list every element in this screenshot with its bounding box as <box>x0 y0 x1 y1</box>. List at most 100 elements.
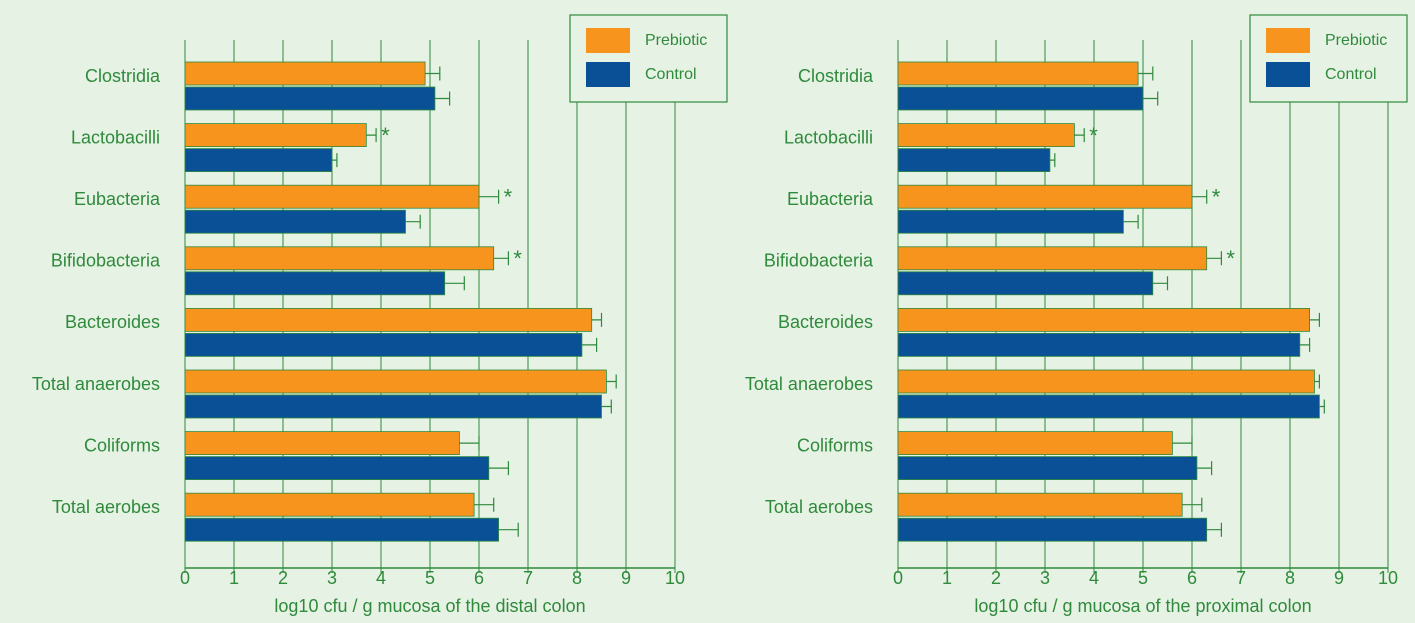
error-bar <box>1182 497 1203 512</box>
bar <box>897 184 1193 209</box>
error-bar <box>1074 128 1085 143</box>
bar <box>897 61 1139 86</box>
legend: Prebiotic Control <box>1249 14 1408 103</box>
x-tick-label: 0 <box>893 568 903 588</box>
error-bar <box>1206 251 1222 266</box>
significance-marker: * <box>513 246 522 271</box>
y-tick-label: Bifidobacteria <box>51 251 161 271</box>
x-tick-label: 5 <box>425 568 435 588</box>
bar <box>184 209 406 234</box>
bar <box>897 332 1301 357</box>
bar <box>897 307 1311 332</box>
legend-label: Control <box>1325 66 1377 83</box>
y-tick-label: Bacteroides <box>778 312 873 332</box>
x-tick-label: 10 <box>665 568 685 588</box>
y-tick-label: Lactobacilli <box>71 127 160 147</box>
error-bar <box>1299 337 1311 352</box>
error-bar <box>488 461 509 476</box>
bar <box>184 86 436 111</box>
significance-marker: * <box>504 185 513 210</box>
bar <box>897 517 1208 542</box>
error-bar <box>1143 91 1159 106</box>
legend-swatch <box>586 28 630 53</box>
error-bar <box>591 312 603 327</box>
x-tick-label: 9 <box>621 568 631 588</box>
error-bar <box>366 128 377 143</box>
bar <box>184 332 583 357</box>
x-tick-label: 8 <box>1285 568 1295 588</box>
x-tick-label: 10 <box>1378 568 1398 588</box>
significance-marker: * <box>1212 185 1221 210</box>
error-bar <box>444 276 465 291</box>
legend: Prebiotic Control <box>569 14 728 103</box>
error-bar <box>425 66 441 81</box>
bar <box>184 148 333 173</box>
legend-swatch <box>586 62 630 87</box>
x-tick-label: 1 <box>942 568 952 588</box>
bar <box>897 209 1124 234</box>
y-tick-label: Coliforms <box>797 435 873 455</box>
x-tick-label: 4 <box>1089 568 1099 588</box>
x-tick-label: 3 <box>1040 568 1050 588</box>
bar <box>897 394 1320 419</box>
error-bar <box>1314 374 1320 389</box>
x-tick-label: 1 <box>229 568 239 588</box>
legend-label: Prebiotic <box>1325 32 1387 49</box>
bar <box>184 456 490 481</box>
x-tick-label: 9 <box>1334 568 1344 588</box>
error-bar <box>1192 189 1208 204</box>
legend-label: Control <box>645 66 697 83</box>
y-tick-label: Coliforms <box>84 435 160 455</box>
legend-label: Prebiotic <box>645 32 707 49</box>
significance-marker: * <box>1226 246 1235 271</box>
significance-marker: * <box>381 123 390 148</box>
error-bar <box>434 91 451 106</box>
error-bar <box>1138 66 1154 81</box>
error-bar <box>1123 214 1139 229</box>
y-tick-label: Total anaerobes <box>745 374 873 394</box>
x-tick-label: 6 <box>1187 568 1197 588</box>
error-bar <box>606 374 617 389</box>
bar <box>897 271 1154 296</box>
bar <box>184 307 593 332</box>
bar <box>184 394 602 419</box>
bar <box>897 456 1198 481</box>
bar <box>897 86 1144 111</box>
x-tick-label: 5 <box>1138 568 1148 588</box>
x-tick-label: 8 <box>572 568 582 588</box>
error-bar <box>1319 399 1325 414</box>
x-tick-label: 6 <box>474 568 484 588</box>
error-bar <box>581 337 598 352</box>
bar <box>184 246 495 271</box>
bar <box>184 431 460 456</box>
bar <box>184 517 500 542</box>
x-axis-label: log10 cfu / g mucosa of the distal colon <box>274 596 585 616</box>
bar <box>897 123 1075 147</box>
bar <box>184 61 426 86</box>
significance-marker: * <box>1089 123 1098 148</box>
error-bar <box>479 189 500 204</box>
y-tick-label: Total aerobes <box>765 497 873 517</box>
error-bar <box>1309 312 1320 327</box>
bar <box>184 369 607 394</box>
bar <box>184 271 446 296</box>
y-tick-label: Total aerobes <box>52 497 160 517</box>
legend-swatch <box>1266 62 1310 87</box>
error-bar <box>1172 436 1193 451</box>
y-tick-label: Clostridia <box>85 66 161 86</box>
y-tick-label: Clostridia <box>798 66 874 86</box>
error-bar <box>1152 276 1169 291</box>
x-tick-label: 2 <box>991 568 1001 588</box>
error-bar <box>1049 153 1056 168</box>
error-bar <box>332 153 338 168</box>
bar <box>897 492 1183 517</box>
error-bar <box>474 497 495 512</box>
x-tick-label: 2 <box>278 568 288 588</box>
error-bar <box>493 251 509 266</box>
error-bar <box>498 522 519 537</box>
bar <box>897 431 1173 456</box>
y-tick-label: Eubacteria <box>74 189 161 209</box>
x-axis-label: log10 cfu / g mucosa of the proximal col… <box>974 596 1311 616</box>
x-tick-label: 3 <box>327 568 337 588</box>
error-bar <box>1196 461 1213 476</box>
